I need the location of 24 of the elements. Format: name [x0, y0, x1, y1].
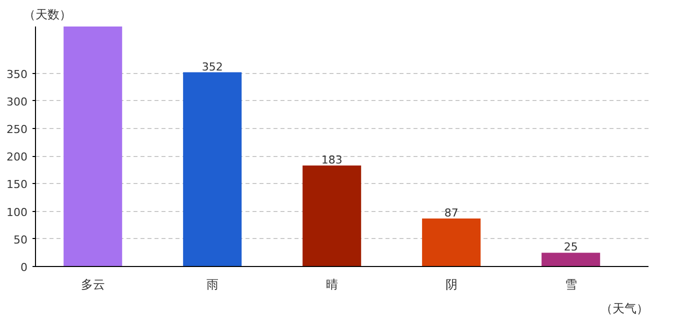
x-tick-label: 阴: [445, 278, 458, 292]
data-label: 352: [202, 60, 223, 74]
bar: [422, 218, 481, 266]
x-axis-title: （天气）: [600, 302, 648, 316]
data-label: 25: [564, 240, 578, 254]
x-tick-label: 雨: [206, 278, 218, 292]
x-tick-label: 多云: [80, 278, 105, 292]
x-tick-label: 晴: [326, 278, 338, 292]
y-tick-label: 350: [6, 68, 28, 81]
x-tick-label: 雪: [564, 278, 577, 292]
y-tick-label: 250: [6, 123, 28, 136]
y-tick-label: 150: [6, 178, 28, 192]
y-tick-label: 50: [14, 233, 28, 246]
bar: [64, 26, 122, 266]
data-label: 87: [444, 206, 458, 220]
bar: [302, 166, 362, 266]
y-tick-label: 0: [20, 261, 28, 274]
bar: [183, 72, 242, 266]
data-label: 183: [321, 154, 342, 167]
y-tick-label: 100: [6, 206, 28, 219]
y-axis-title: （天数）: [24, 8, 72, 22]
y-tick-label: 300: [6, 95, 28, 108]
y-tick-label: 200: [6, 150, 28, 164]
bar: [542, 252, 600, 266]
